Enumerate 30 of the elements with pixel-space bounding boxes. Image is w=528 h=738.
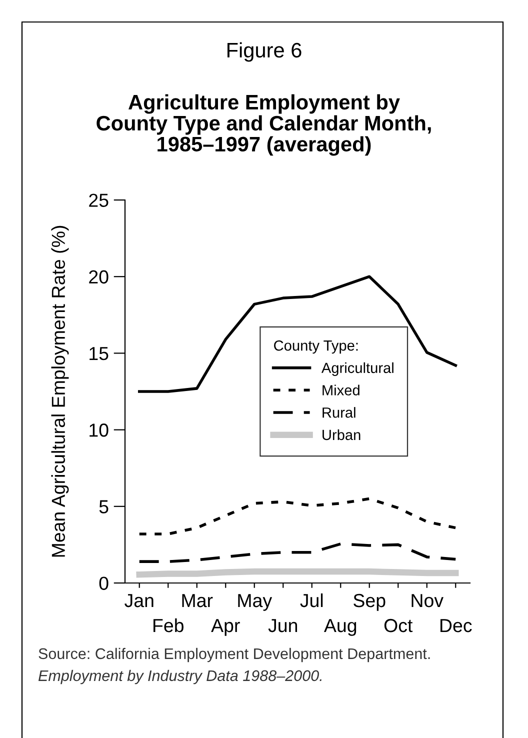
x-tick-label: Mar	[182, 594, 213, 608]
x-tick-label: May	[238, 594, 272, 611]
text: Employment by Industry Data 1988–2000.	[38, 670, 322, 684]
x-tick-label: Dec	[440, 619, 472, 632]
y-axis-title: Mean Agricultural Employment Rate (%)	[51, 226, 69, 557]
line-series	[138, 542, 458, 563]
x-tick-label: Sep	[354, 594, 386, 611]
x-tick-label: Jul	[300, 593, 323, 608]
chart-subtitle: Figure 6	[228, 42, 302, 62]
x-tick-label: Jan	[124, 594, 154, 608]
x-tick-label: Aug	[324, 619, 356, 636]
legend-label: Rural	[322, 407, 356, 418]
chart-title: Agriculture Employment by County Type and Calendar Month, 1985–1997 (averaged)	[96, 94, 431, 156]
x-tick-label: Jun	[268, 619, 298, 632]
line-series	[138, 497, 458, 536]
y-tick-label: 0	[99, 576, 108, 590]
x-tick-label: Apr	[211, 619, 240, 636]
source-note: Source: California Employment Development Department.	[38, 648, 430, 662]
legend-label: Mixed	[322, 384, 360, 396]
x-tick-label: Feb	[154, 618, 184, 632]
legend-title: County Type:	[274, 340, 358, 354]
legend-label: Agricultural	[321, 362, 394, 376]
y-tick-label: 25	[89, 194, 108, 207]
y-tick-label: 10	[90, 424, 108, 437]
y-tick-label: 15	[90, 347, 108, 360]
y-tick-label: 20	[89, 270, 108, 284]
x-tick-label: Oct	[384, 618, 413, 632]
y-tick-label: 5	[99, 500, 108, 514]
x-tick-label: Nov	[412, 594, 444, 608]
legend-label: Urban	[322, 429, 360, 440]
